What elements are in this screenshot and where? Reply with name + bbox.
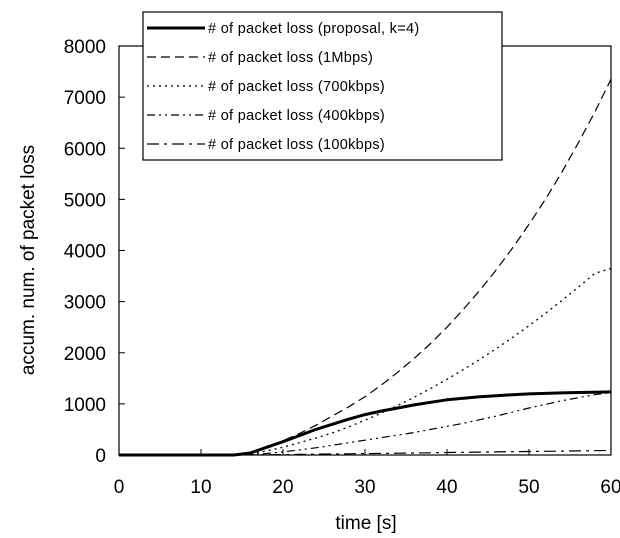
y-tick-label: 8000 — [64, 37, 106, 58]
axes-layer: 0 10 20 30 40 50 60 0 1000 2000 3000 4000 5000 6000 70… — [64, 37, 620, 498]
y-tick-label: 1000 — [64, 395, 106, 416]
legend-label-3: # of packet loss (700kbps) — [208, 79, 385, 95]
series-line-3 — [119, 267, 612, 456]
x-tick-label: 60 — [600, 477, 620, 498]
y-tick-label: 5000 — [64, 190, 106, 211]
x-tick-label: 30 — [354, 477, 375, 498]
legend-label-1: # of packet loss (proposal, k=4) — [208, 21, 420, 37]
y-tick-label: 6000 — [64, 139, 106, 160]
x-tick-label: 0 — [114, 477, 125, 498]
y-tick-label: 2000 — [64, 344, 106, 365]
x-tick-label: 20 — [272, 477, 293, 498]
y-tick-label: 7000 — [64, 88, 106, 109]
series-line-1 — [119, 390, 612, 457]
legend: # of packet loss (proposal, k=4) # of pac… — [142, 11, 503, 161]
series-line-4 — [119, 392, 612, 456]
x-tick-label: 50 — [518, 477, 539, 498]
legend-label-5: # of packet loss (100kbps) — [208, 137, 385, 153]
y-tick-label: 4000 — [64, 242, 106, 263]
x-axis-title: time [s] — [335, 513, 396, 534]
y-tick-label: 0 — [95, 446, 106, 467]
series-layer — [119, 78, 612, 457]
y-tick-label: 3000 — [64, 293, 106, 314]
series-line-2 — [119, 78, 612, 456]
x-tick-label: 10 — [190, 477, 211, 498]
y-axis-title: accum. num. of packet loss — [18, 145, 39, 375]
series-line-5 — [119, 449, 612, 456]
x-tick-label: 40 — [436, 477, 457, 498]
legend-label-2: # of packet loss (1Mbps) — [208, 50, 373, 66]
legend-label-4: # of packet loss (400kbps) — [208, 108, 385, 124]
